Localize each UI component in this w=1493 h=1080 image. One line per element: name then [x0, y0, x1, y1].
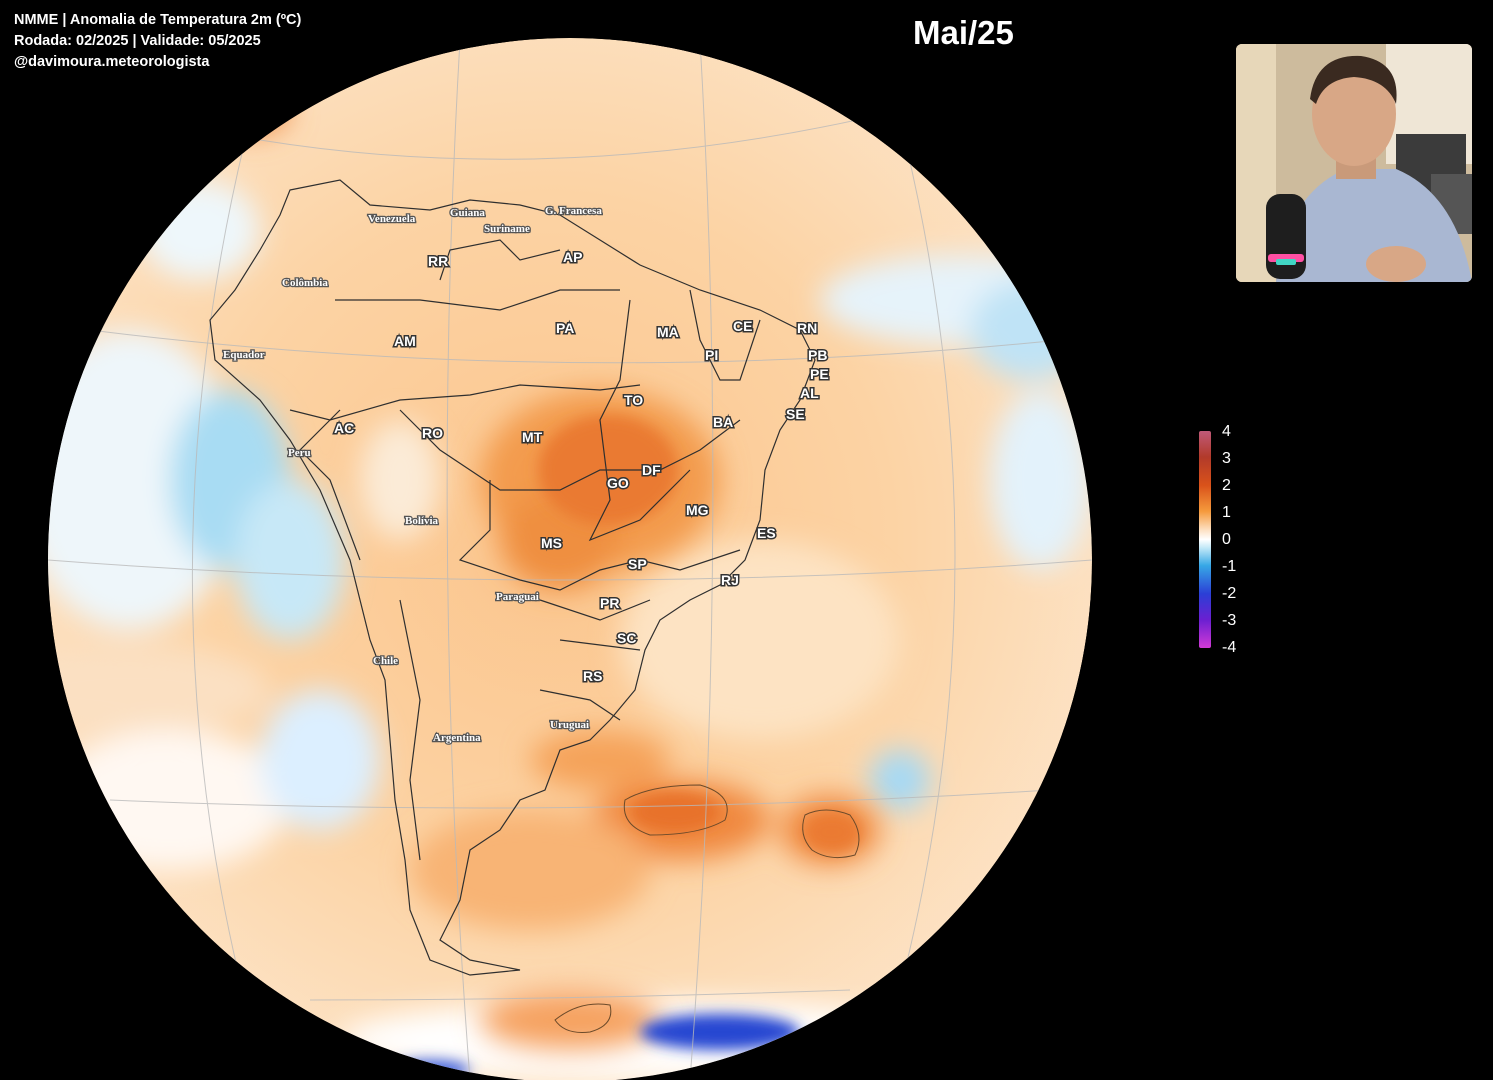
state-ce: CE: [733, 318, 752, 334]
state-pb: PB: [808, 347, 827, 363]
label-equador: Equador: [223, 349, 265, 361]
state-go: GO: [607, 475, 629, 491]
colorbar-tick: -1: [1222, 558, 1237, 575]
label-guiana: Guiana: [450, 207, 485, 219]
label-guiana-francesa: G. Francesa: [545, 205, 602, 217]
state-rs: RS: [583, 668, 602, 684]
colorbar-tick: 3: [1222, 450, 1231, 467]
colorbar-tick: -4: [1222, 639, 1237, 656]
state-pi: PI: [705, 347, 718, 363]
label-uruguai: Uruguai: [550, 719, 589, 731]
colorbar-tick: 0: [1222, 531, 1231, 548]
state-pr: PR: [600, 595, 619, 611]
presenter-video-icon: [1236, 44, 1472, 282]
state-am: AM: [394, 333, 416, 349]
colorbar-tick: 4: [1222, 423, 1231, 440]
state-mg: MG: [686, 502, 709, 518]
presenter-video: [1236, 44, 1472, 282]
state-to: TO: [624, 392, 643, 408]
colorbar-tick: 2: [1222, 477, 1231, 494]
colorbar-tick: 1: [1222, 504, 1231, 521]
label-colombia: Colômbia: [282, 277, 328, 289]
label-peru: Peru: [288, 447, 311, 459]
label-venezuela: Venezuela: [368, 213, 416, 225]
state-pa: PA: [556, 320, 574, 336]
state-rn: RN: [797, 320, 817, 336]
label-paraguai: Paraguai: [496, 591, 539, 603]
colorbar-tick: -2: [1222, 585, 1237, 602]
author-handle: @davimoura.meteorologista: [14, 54, 210, 70]
state-es: ES: [757, 525, 776, 541]
month-label: Mai/25: [913, 14, 1014, 51]
map-header: NMME | Anomalia de Temperatura 2m (ºC) R…: [14, 10, 301, 73]
state-se: SE: [786, 406, 805, 422]
state-al: AL: [800, 385, 819, 401]
state-ac: AC: [334, 420, 354, 436]
state-pe: PE: [810, 366, 829, 382]
state-rr: RR: [428, 253, 448, 269]
state-rj: RJ: [721, 572, 739, 588]
state-df: DF: [642, 462, 661, 478]
temperature-colorbar: [1199, 431, 1211, 648]
state-ms: MS: [541, 535, 562, 551]
run-validity-line: Rodada: 02/2025 | Validade: 05/2025: [14, 33, 261, 49]
colorbar-tick: -3: [1222, 612, 1237, 629]
state-ba: BA: [713, 414, 733, 430]
state-sc: SC: [617, 630, 636, 646]
state-ro: RO: [422, 425, 443, 441]
map-title: NMME | Anomalia de Temperatura 2m (ºC): [14, 12, 302, 28]
label-suriname: Suriname: [484, 223, 530, 235]
label-chile: Chile: [373, 655, 398, 667]
state-mt: MT: [522, 429, 543, 445]
state-ma: MA: [657, 324, 679, 340]
state-sp: SP: [628, 556, 647, 572]
label-bolivia: Bolívia: [405, 515, 439, 527]
state-ap: AP: [563, 249, 582, 265]
label-argentina: Argentina: [433, 732, 481, 744]
